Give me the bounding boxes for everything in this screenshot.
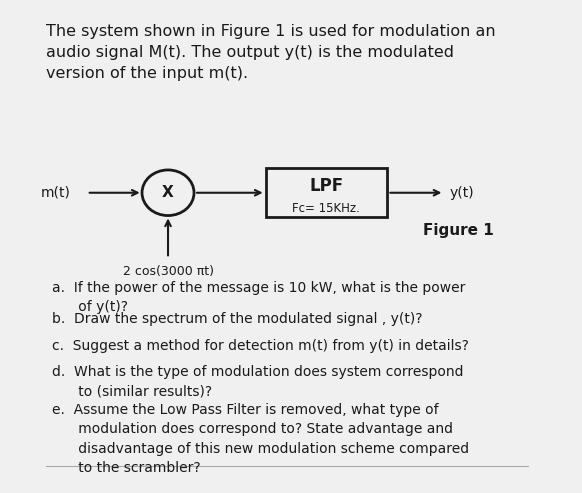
Text: b.  Draw the spectrum of the modulated signal , y(t)?: b. Draw the spectrum of the modulated si…: [52, 313, 422, 326]
Text: X: X: [162, 185, 174, 200]
Text: The system shown in Figure 1 is used for modulation an
audio signal M(t). The ou: The system shown in Figure 1 is used for…: [46, 24, 496, 81]
Text: d.  What is the type of modulation does system correspond
      to (similar resu: d. What is the type of modulation does s…: [52, 365, 463, 399]
Text: c.  Suggest a method for detection m(t) from y(t) in details?: c. Suggest a method for detection m(t) f…: [52, 339, 469, 353]
Text: 2 cos(3000 πt): 2 cos(3000 πt): [123, 265, 214, 279]
Text: LPF: LPF: [309, 176, 343, 195]
Text: Fc= 15KHz.: Fc= 15KHz.: [292, 202, 360, 215]
Text: Figure 1: Figure 1: [423, 223, 494, 238]
Text: y(t): y(t): [450, 186, 474, 200]
Text: a.  If the power of the message is 10 kW, what is the power
      of y(t)?: a. If the power of the message is 10 kW,…: [52, 281, 465, 314]
Text: e.  Assume the Low Pass Filter is removed, what type of
      modulation does co: e. Assume the Low Pass Filter is removed…: [52, 403, 469, 475]
Text: m(t): m(t): [41, 186, 70, 200]
